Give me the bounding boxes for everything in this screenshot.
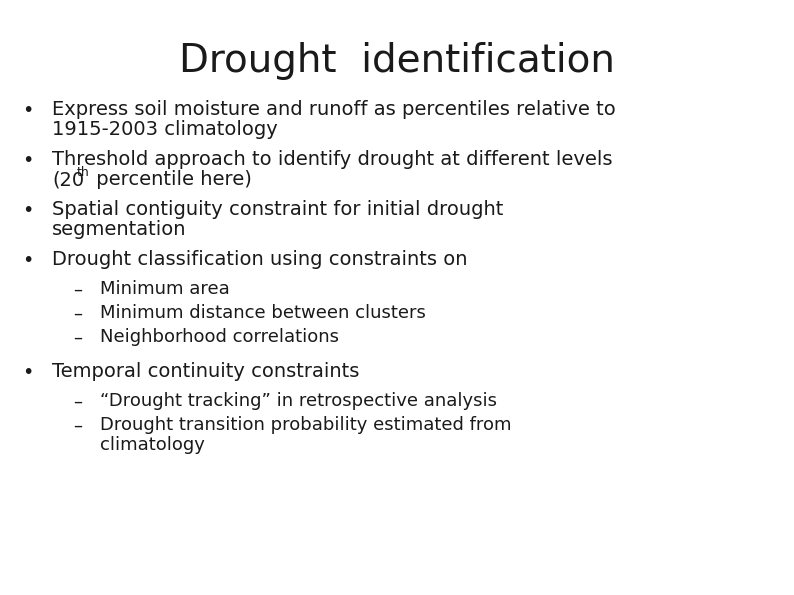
Text: •: • [22, 362, 33, 381]
Text: –: – [74, 417, 83, 435]
Text: •: • [22, 101, 33, 120]
Text: percentile here): percentile here) [90, 170, 252, 189]
Text: “Drought tracking” in retrospective analysis: “Drought tracking” in retrospective anal… [100, 392, 497, 410]
Text: –: – [74, 305, 83, 323]
Text: Minimum area: Minimum area [100, 280, 229, 298]
Text: –: – [74, 329, 83, 347]
Text: Express soil moisture and runoff as percentiles relative to: Express soil moisture and runoff as perc… [52, 100, 616, 119]
Text: –: – [74, 393, 83, 411]
Text: th: th [77, 166, 90, 179]
Text: –: – [74, 281, 83, 299]
Text: Drought classification using constraints on: Drought classification using constraints… [52, 250, 468, 269]
Text: 1915-2003 climatology: 1915-2003 climatology [52, 120, 278, 139]
Text: Drought  identification: Drought identification [179, 42, 615, 80]
Text: Temporal continuity constraints: Temporal continuity constraints [52, 362, 360, 381]
Text: Drought transition probability estimated from: Drought transition probability estimated… [100, 416, 511, 434]
Text: Spatial contiguity constraint for initial drought: Spatial contiguity constraint for initia… [52, 200, 503, 219]
Text: •: • [22, 201, 33, 220]
Text: (20: (20 [52, 170, 84, 189]
Text: Neighborhood correlations: Neighborhood correlations [100, 328, 339, 346]
Text: Threshold approach to identify drought at different levels: Threshold approach to identify drought a… [52, 150, 612, 169]
Text: Minimum distance between clusters: Minimum distance between clusters [100, 304, 426, 322]
Text: climatology: climatology [100, 436, 205, 454]
Text: •: • [22, 250, 33, 270]
Text: •: • [22, 151, 33, 170]
Text: segmentation: segmentation [52, 220, 187, 239]
